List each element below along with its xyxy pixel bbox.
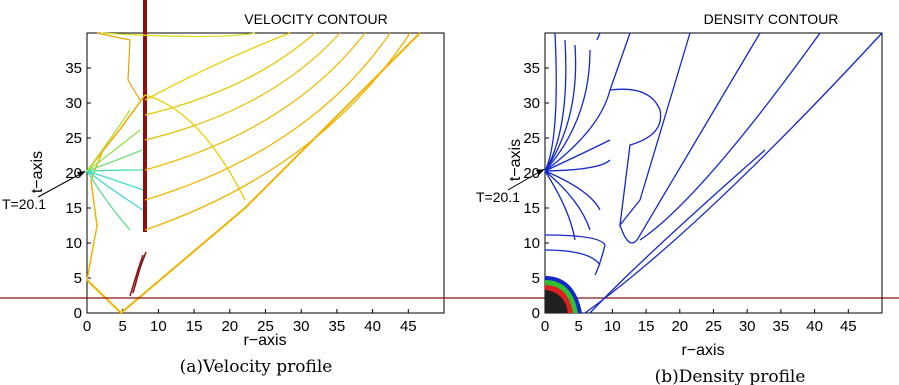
contour <box>544 32 631 172</box>
annotation-arrowhead <box>536 169 545 175</box>
contour <box>589 149 766 314</box>
contour <box>639 32 821 241</box>
fan-contour <box>86 169 144 172</box>
fan-contour <box>86 129 141 172</box>
fan-contour <box>86 170 131 231</box>
y-tick-label: 15 <box>523 200 540 217</box>
y-tick-label: 5 <box>74 270 82 287</box>
x-tick-label: 35 <box>773 318 790 335</box>
contour <box>619 32 761 244</box>
x-axis-label: r−axis <box>681 342 724 359</box>
chart-caption: (b)Density profile <box>655 367 806 385</box>
annotation-label: T=20.1 <box>476 189 520 205</box>
contour <box>144 32 391 201</box>
contour <box>544 170 601 211</box>
x-tick-label: 25 <box>705 318 722 335</box>
x-tick-label: 20 <box>221 318 238 335</box>
y-tick-label: 0 <box>532 305 540 322</box>
chart-title: VELOCITY CONTOUR <box>244 11 387 27</box>
x-tick-label: 25 <box>257 318 274 335</box>
x-tick-label: 0 <box>541 318 549 335</box>
plot-frame <box>544 32 883 314</box>
contour <box>584 32 883 314</box>
contour <box>544 39 567 172</box>
x-tick-label: 0 <box>83 318 91 335</box>
density-chart: DENSITY CONTOUR r−axis t−axis (b)Density… <box>476 11 883 385</box>
y-axis-label: t−axis <box>507 139 524 181</box>
contour <box>544 234 606 276</box>
contour <box>544 49 591 172</box>
peak-ring <box>545 290 568 313</box>
shock-lower-curve <box>132 251 147 294</box>
y-tick-label: 0 <box>74 305 82 322</box>
y-tick-label: 35 <box>523 60 540 77</box>
fan-contour <box>86 170 144 191</box>
annotation-label: T=20.1 <box>2 196 46 212</box>
contour <box>144 94 246 201</box>
x-tick-label: 40 <box>364 318 381 335</box>
contour <box>544 159 611 172</box>
y-tick-label: 10 <box>523 235 540 252</box>
x-tick-label: 5 <box>119 318 127 335</box>
contour <box>544 32 557 172</box>
y-tick-label: 20 <box>65 165 82 182</box>
x-tick-label: 15 <box>638 318 655 335</box>
contour <box>544 170 591 231</box>
x-tick-label: 10 <box>604 318 621 335</box>
contour <box>596 32 601 41</box>
annotation-arrow <box>507 170 542 191</box>
contour <box>144 32 291 101</box>
contour <box>544 139 611 172</box>
fan-contour <box>86 170 144 211</box>
x-tick-label: 5 <box>575 318 583 335</box>
x-tick-label: 15 <box>186 318 203 335</box>
contour <box>144 32 341 141</box>
x-axis-label: r−axis <box>243 332 286 349</box>
annotation-arrow <box>37 172 83 198</box>
x-tick-label: 45 <box>840 318 857 335</box>
outer-contour <box>96 32 141 101</box>
y-tick-label: 25 <box>65 130 82 147</box>
outer-contour <box>86 149 104 281</box>
y-tick-label: 20 <box>523 165 540 182</box>
y-tick-label: 5 <box>532 270 540 287</box>
y-tick-label: 10 <box>65 235 82 252</box>
chart-caption: (a)Velocity profile <box>180 357 333 377</box>
contour <box>544 44 577 172</box>
y-axis-label: t−axis <box>29 151 46 193</box>
fan-contour <box>86 149 143 172</box>
contour-lines <box>544 32 883 314</box>
y-tick-label: 25 <box>523 130 540 147</box>
y-tick-label: 35 <box>65 60 82 77</box>
x-tick-label: 40 <box>806 318 823 335</box>
outer-contour <box>86 94 146 172</box>
y-tick-label: 30 <box>65 95 82 112</box>
density-peak <box>545 276 582 313</box>
x-tick-label: 10 <box>150 318 167 335</box>
contour <box>544 249 601 266</box>
outer-contour <box>86 32 421 315</box>
x-tick-label: 35 <box>329 318 346 335</box>
annotation-arrowhead <box>77 171 86 177</box>
x-tick-label: 30 <box>293 318 310 335</box>
x-tick-label: 20 <box>671 318 688 335</box>
contour <box>99 32 256 38</box>
y-tick-label: 15 <box>65 200 82 217</box>
contour <box>144 32 366 171</box>
fan-contour <box>86 109 131 172</box>
contour <box>544 170 576 241</box>
contour-lines <box>86 0 421 315</box>
contour <box>144 32 411 231</box>
x-tick-label: 30 <box>739 318 756 335</box>
shock-lower-curve <box>129 254 144 297</box>
contour <box>144 32 316 116</box>
velocity-chart: VELOCITY CONTOUR r−axis t−axis (a)Veloci… <box>2 0 445 377</box>
y-tick-label: 30 <box>523 95 540 112</box>
x-tick-label: 45 <box>400 318 417 335</box>
chart-title: DENSITY CONTOUR <box>704 11 839 27</box>
contour <box>609 32 691 228</box>
